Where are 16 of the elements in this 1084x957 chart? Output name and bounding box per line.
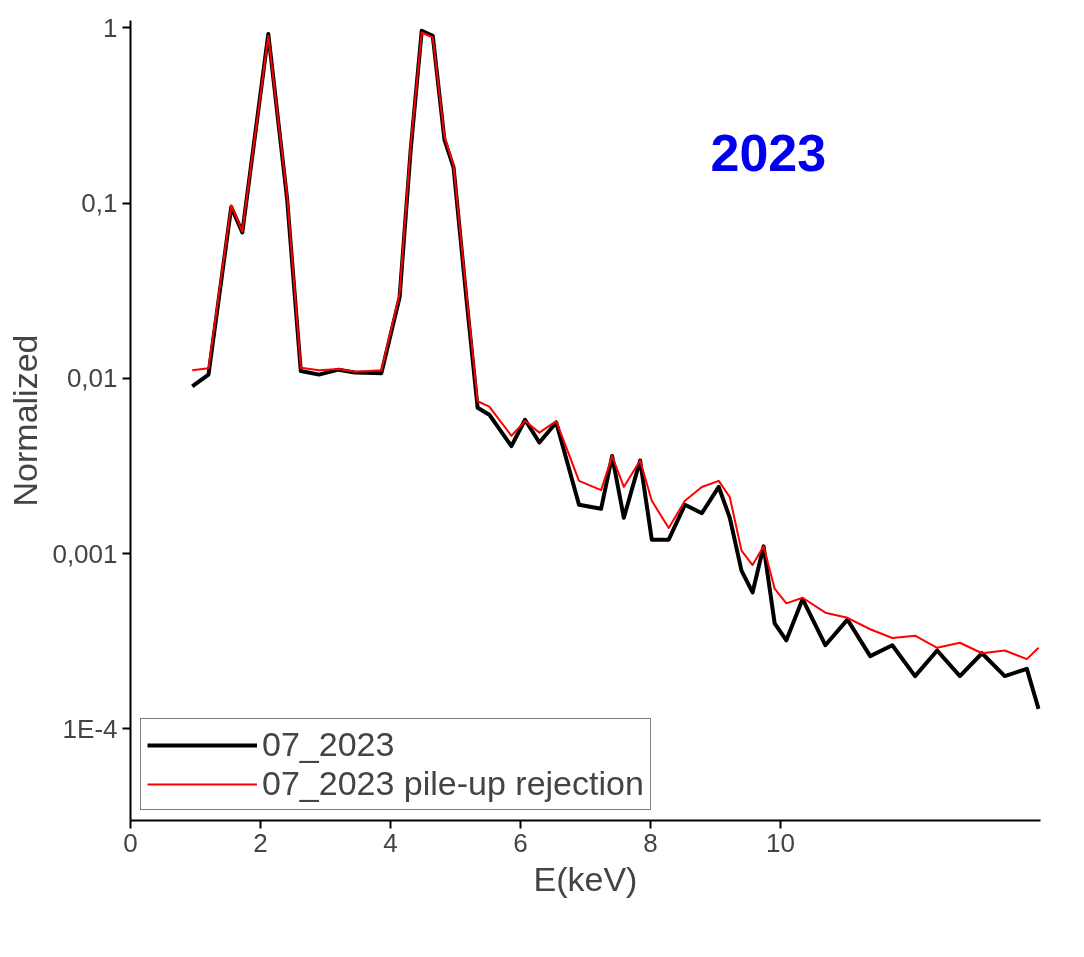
y-tick-label: 0,01	[66, 363, 118, 394]
y-tick-label: 0,1	[81, 188, 118, 219]
x-tick-label: 0	[123, 827, 138, 858]
y-tick-label: 1E-4	[62, 713, 118, 744]
legend-label: 07_2023	[262, 725, 395, 764]
y-axis-title: Normalized	[6, 334, 45, 507]
y-tick-label: 1	[103, 12, 118, 43]
x-axis-title: E(keV)	[533, 859, 638, 898]
y-tick-label: 0,001	[52, 538, 118, 569]
x-tick-label: 6	[513, 827, 528, 858]
x-tick-label: 4	[383, 827, 398, 858]
legend-label: 07_2023 pile-up rejection	[262, 764, 644, 803]
x-tick-label: 2	[253, 827, 268, 858]
annotation: 2023	[710, 123, 827, 182]
x-tick-label: 10	[766, 827, 795, 858]
x-tick-label: 8	[643, 827, 658, 858]
